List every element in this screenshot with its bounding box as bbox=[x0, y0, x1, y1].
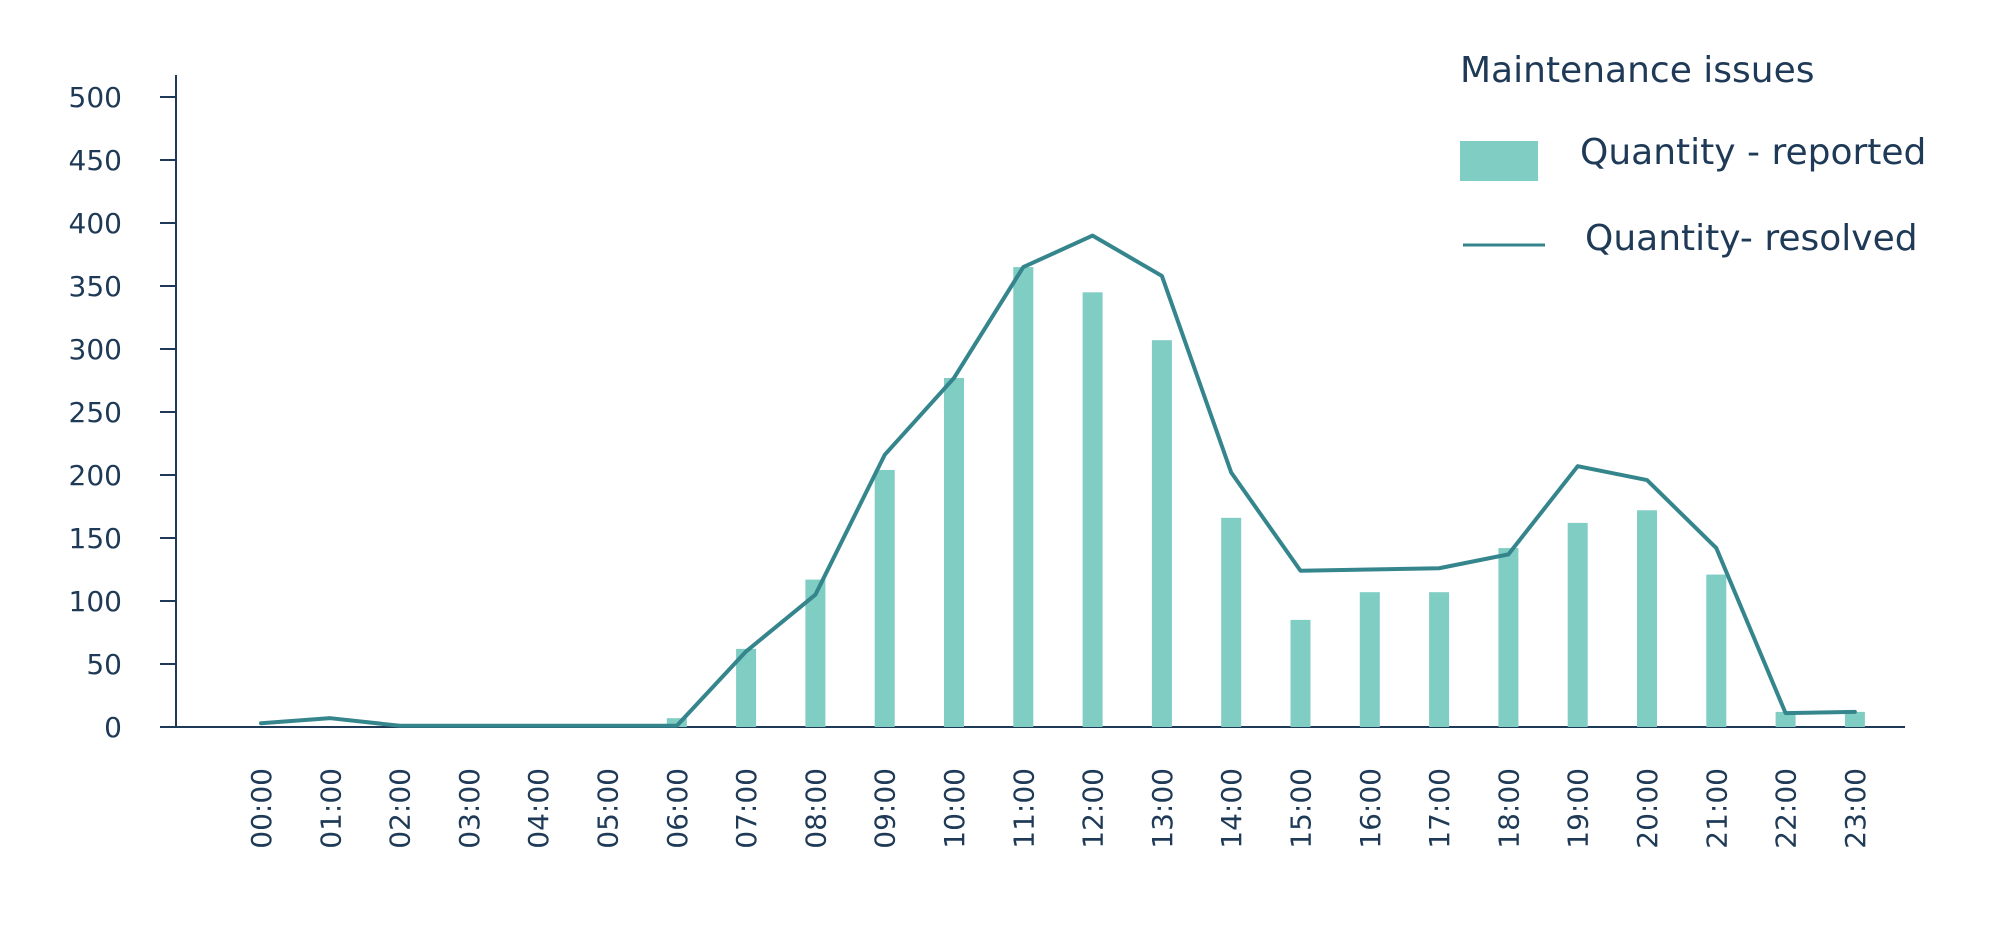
x-tick-label: 23:00 bbox=[1839, 768, 1872, 849]
bar-16:00 bbox=[1359, 592, 1380, 727]
y-tick-label: 450 bbox=[69, 144, 122, 177]
y-tick-label: 0 bbox=[104, 711, 122, 744]
legend-swatch-reported bbox=[1460, 141, 1538, 181]
bar-12:00 bbox=[1082, 292, 1103, 727]
x-tick-label: 01:00 bbox=[314, 768, 347, 849]
y-tick-label: 200 bbox=[69, 459, 122, 492]
bar-22:00 bbox=[1775, 711, 1796, 727]
x-tick-label: 13:00 bbox=[1146, 768, 1179, 849]
x-tick-label: 00:00 bbox=[245, 768, 278, 849]
y-tick-label: 100 bbox=[69, 585, 122, 618]
bar-17:00 bbox=[1429, 592, 1450, 727]
x-tick-label: 03:00 bbox=[453, 768, 486, 849]
y-tick-label: 300 bbox=[69, 333, 122, 366]
bar-23:00 bbox=[1844, 711, 1865, 727]
x-tick-label: 16:00 bbox=[1354, 768, 1387, 849]
x-tick-label: 08:00 bbox=[799, 768, 832, 849]
bar-13:00 bbox=[1151, 340, 1172, 727]
legend-title: Maintenance issues bbox=[1460, 50, 1815, 91]
x-tick-label: 05:00 bbox=[592, 768, 625, 849]
bar-18:00 bbox=[1498, 548, 1519, 727]
bar-09:00 bbox=[874, 469, 895, 727]
x-tick-label: 22:00 bbox=[1770, 768, 1803, 849]
y-tick-label: 500 bbox=[69, 81, 122, 114]
y-tick-label: 250 bbox=[69, 396, 122, 429]
legend-label-resolved: Quantity- resolved bbox=[1585, 218, 1918, 259]
x-axis: 00:00 01:00 02:00 03:00 04:00 05:00 06:00 07:00… bbox=[176, 726, 1905, 849]
y-tick-label: 50 bbox=[86, 648, 122, 681]
y-tick-label: 150 bbox=[69, 522, 122, 555]
legend: Maintenance issues Quantity - reported Q… bbox=[1460, 50, 1926, 259]
bar-20:00 bbox=[1637, 510, 1657, 727]
bar-06:00 bbox=[666, 718, 687, 727]
x-tick-label: 07:00 bbox=[730, 768, 763, 849]
x-tick-label: 14:00 bbox=[1215, 768, 1248, 849]
y-tick-label: 400 bbox=[69, 207, 122, 240]
bar-19:00 bbox=[1567, 522, 1588, 727]
bar-10:00 bbox=[944, 377, 964, 727]
bar-15:00 bbox=[1290, 619, 1311, 727]
x-tick-label: 19:00 bbox=[1562, 768, 1595, 849]
x-tick-label: 21:00 bbox=[1700, 768, 1733, 849]
x-tick-label: 06:00 bbox=[661, 768, 694, 849]
y-tick-label: 350 bbox=[69, 270, 122, 303]
bar-07:00 bbox=[736, 648, 757, 727]
x-tick-label: 04:00 bbox=[522, 768, 555, 849]
x-tick-label: 20:00 bbox=[1631, 768, 1664, 849]
bar-08:00 bbox=[805, 579, 826, 727]
y-axis: 0 50 100 150 200 250 300 350 400 450 500 bbox=[69, 75, 177, 744]
bar-11:00 bbox=[1013, 267, 1034, 727]
legend-label-reported: Quantity - reported bbox=[1580, 132, 1926, 173]
bar-14:00 bbox=[1221, 517, 1242, 727]
x-tick-label: 17:00 bbox=[1423, 768, 1456, 849]
x-tick-label: 09:00 bbox=[869, 768, 902, 849]
bars-reported bbox=[666, 267, 1865, 727]
x-tick-label: 02:00 bbox=[384, 768, 417, 849]
x-tick-label: 11:00 bbox=[1007, 768, 1040, 849]
x-tick-label: 10:00 bbox=[938, 768, 971, 849]
line-resolved bbox=[259, 233, 1857, 728]
bar-21:00 bbox=[1706, 574, 1727, 727]
x-tick-label: 15:00 bbox=[1285, 768, 1318, 849]
resolved-line bbox=[259, 233, 1857, 728]
x-tick-label: 18:00 bbox=[1492, 768, 1525, 849]
x-tick-label: 12:00 bbox=[1077, 768, 1110, 849]
